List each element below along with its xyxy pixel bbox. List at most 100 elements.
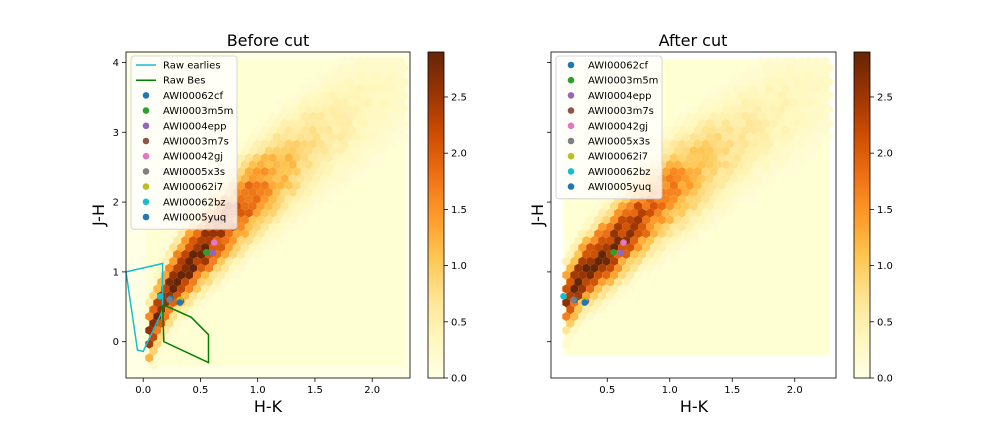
hexbin-cell (213, 277, 221, 287)
hexbin-cell (268, 236, 277, 246)
hexbin-cell (356, 70, 365, 80)
hexbin-cell (681, 215, 690, 225)
hexbin-cell (276, 98, 285, 108)
hexbin-cell (328, 118, 337, 128)
hexbin-cell (793, 91, 802, 101)
hexbin-cell (272, 104, 281, 115)
hexbin-cell (642, 201, 650, 211)
hexbin-cell (149, 360, 158, 370)
x-tick-label: 0.5 (599, 385, 615, 396)
hexbin-cell (328, 132, 337, 142)
hexbin-cell (185, 298, 194, 308)
hexbin-cell (328, 77, 337, 87)
legend-label-awi0004epp: AWI0004epp (588, 91, 651, 102)
hexbin-cell (733, 125, 742, 135)
hexbin-cell (797, 56, 806, 66)
hexbin-cell (713, 215, 722, 225)
hexbin-cell (654, 263, 662, 273)
hexbin-cell (805, 70, 814, 80)
hexbin-cell (602, 229, 611, 239)
hexbin-cell (650, 256, 658, 266)
hexbin-cell (789, 167, 798, 177)
hexbin-cell (284, 153, 293, 163)
hexbin-cell (582, 318, 591, 328)
hexbin-cell (264, 201, 273, 211)
hexbin-cell (590, 291, 599, 301)
hexbin-cell (701, 208, 710, 218)
hexbin-cell (352, 173, 361, 184)
hexbin-cell (665, 146, 674, 156)
hexbin-cell (288, 118, 297, 128)
hexbin-cell (594, 298, 603, 308)
hexbin-cell (173, 263, 182, 273)
hexbin-cell (741, 194, 750, 204)
hexbin-cell (189, 236, 198, 246)
hexbin-cell (606, 277, 615, 287)
hexbin-cell (288, 160, 297, 170)
hexbin-cell (709, 180, 718, 190)
hexbin-cell (749, 153, 758, 163)
hexbin-cell (177, 229, 186, 239)
hexbin-cell (344, 132, 353, 142)
hexbin-cell (586, 242, 595, 253)
hexbin-cell (610, 256, 619, 266)
hexbin-cell (741, 180, 750, 190)
hexbin-cell (813, 84, 822, 94)
hexbin-cell (364, 70, 373, 80)
hexbin-cell (276, 139, 285, 149)
hexbin-cell (821, 111, 830, 121)
hexbin-cell (344, 63, 353, 73)
hexbin-cell (268, 208, 277, 218)
hexbin-cell (793, 118, 802, 128)
hexbin-cell (562, 339, 571, 349)
hexbin-cell (324, 194, 333, 204)
hexbin-cell (236, 263, 245, 273)
hexbin-cell (650, 242, 658, 253)
hexbin-cell (701, 153, 710, 163)
hexbin-cell (336, 187, 345, 197)
hexbin-cell (368, 77, 377, 87)
hexbin-cell (197, 277, 206, 287)
star-points-before (157, 239, 218, 306)
hexbin-cell (761, 132, 770, 142)
hexbin-cell (785, 132, 794, 142)
hexbin-cell (737, 77, 746, 87)
hexbin-cell (685, 125, 694, 135)
hexbin-cell (217, 229, 225, 239)
legend-label-awi0003m5m: AWI0003m5m (163, 106, 233, 117)
hexbin-cell (344, 173, 353, 184)
hexbin-cell (244, 194, 253, 204)
hexbin-cell (352, 132, 361, 142)
hexbin-cell (665, 187, 674, 197)
hexbin-cell (288, 215, 297, 225)
hexbin-cell (769, 132, 778, 142)
hexbin-cell (232, 229, 241, 239)
hexbin-cell (380, 111, 389, 121)
hexbin-cell (721, 104, 730, 115)
hexbin-cell (316, 180, 325, 190)
hexbin-cell (594, 242, 603, 253)
hexbin-cell (169, 325, 178, 335)
hexbin-cell (320, 104, 329, 115)
hexbin-cell (348, 111, 357, 121)
hexbin-cell (193, 284, 202, 294)
hexbin-cell (725, 153, 734, 163)
hexbin-cell (570, 311, 579, 322)
hexbin-cell (284, 111, 293, 121)
hexbin-cell (344, 160, 353, 170)
hexbin-cell (284, 208, 293, 218)
hexbin-cell (681, 132, 690, 142)
hexbin-cell (590, 263, 599, 273)
hexbin-cell (677, 222, 686, 232)
hexbin-cell (697, 160, 706, 170)
hexbin-cell (753, 118, 762, 128)
hexbin-cell (256, 118, 265, 128)
hexbin-cell (256, 146, 265, 156)
hexbin-cell (388, 98, 397, 108)
hexbin-cell (665, 242, 674, 253)
hexbin-cell (805, 139, 814, 149)
legend-swatch-awi0005yuq (567, 183, 575, 190)
hexbin-cell (145, 353, 154, 363)
hexbin-cell (244, 236, 253, 246)
hexbin-cell (185, 229, 194, 239)
